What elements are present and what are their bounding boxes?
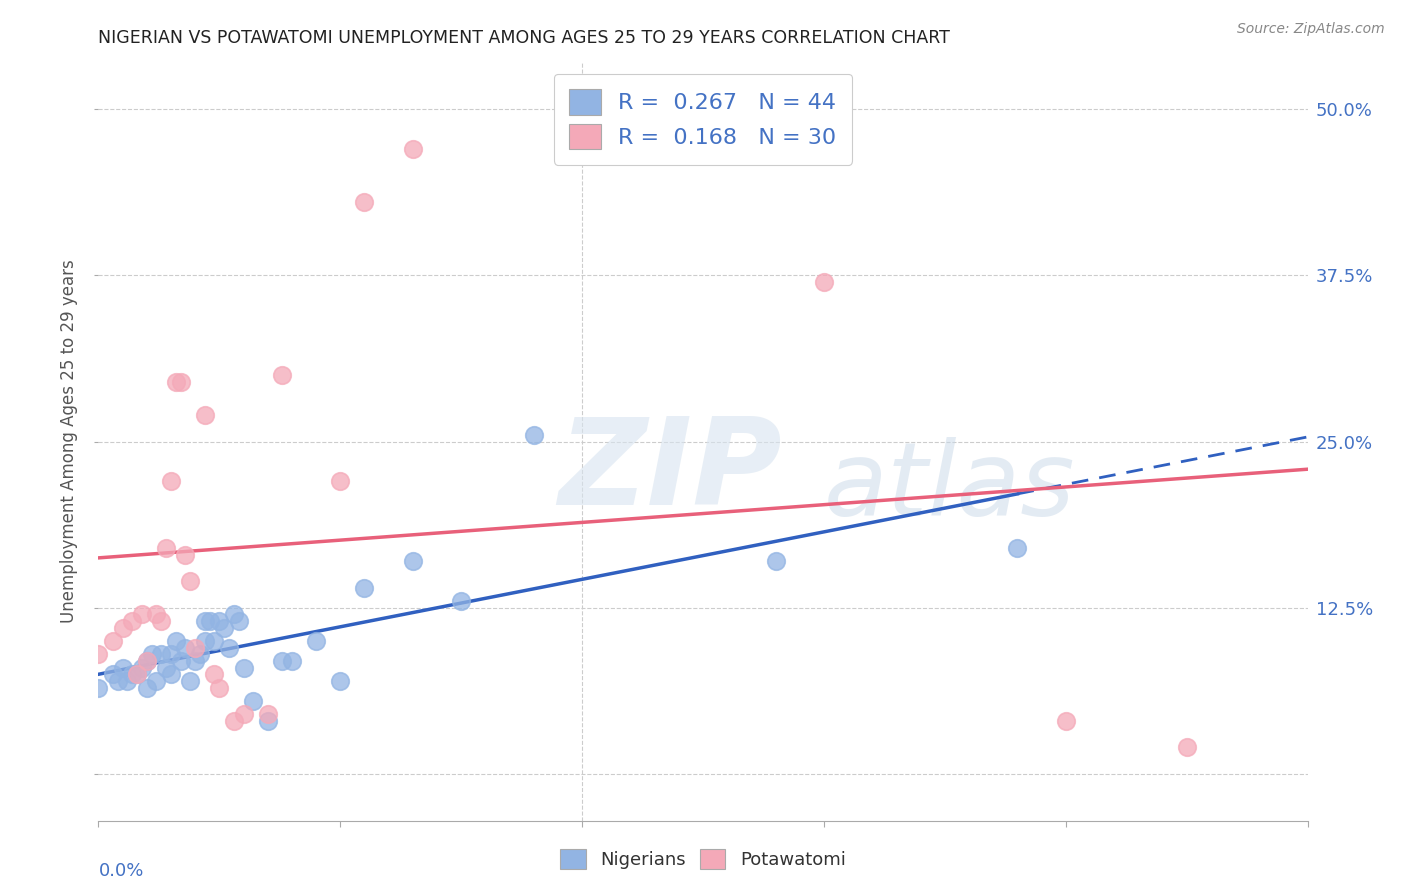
Point [127,667,149,681]
Point [145,607,167,622]
Point [813,275,835,289]
Point [174,640,197,655]
Point [256,714,278,728]
Text: Source: ZipAtlas.com: Source: ZipAtlas.com [1237,22,1385,37]
Point [188,648,211,662]
Point [271,654,294,668]
Point [117,673,139,688]
Point [212,621,235,635]
Point [523,428,546,442]
Point [179,673,201,688]
Point [121,667,143,681]
Point [184,654,207,668]
Point [194,634,217,648]
Point [169,375,191,389]
Point [160,475,183,489]
Point [194,614,217,628]
Point [194,408,217,422]
Point [145,673,167,688]
Point [198,614,221,628]
Point [242,694,264,708]
Legend: Nigerians, Potawatomi: Nigerians, Potawatomi [551,839,855,879]
Point [329,475,352,489]
Point [204,634,226,648]
Point [101,667,124,681]
Point [155,661,177,675]
Point [121,614,143,628]
Point [228,614,250,628]
Point [107,673,129,688]
Point [571,102,593,116]
Point [111,661,134,675]
Point [101,634,124,648]
Point [402,554,425,568]
Point [232,707,254,722]
Point [204,667,226,681]
Point [256,707,278,722]
Point [208,681,231,695]
Point [160,667,183,681]
Point [165,375,187,389]
Point [765,554,787,568]
Point [135,654,157,668]
Point [184,640,207,655]
Text: NIGERIAN VS POTAWATOMI UNEMPLOYMENT AMONG AGES 25 TO 29 YEARS CORRELATION CHART: NIGERIAN VS POTAWATOMI UNEMPLOYMENT AMON… [98,29,950,47]
Point [174,548,197,562]
Point [281,654,304,668]
Point [402,142,425,156]
Point [222,714,245,728]
Text: 0.0%: 0.0% [98,863,143,880]
Point [150,614,173,628]
Point [271,368,294,382]
Point [87,648,110,662]
Legend: R =  0.267   N = 44, R =  0.168   N = 30: R = 0.267 N = 44, R = 0.168 N = 30 [554,73,852,165]
Point [135,654,157,668]
Point [131,661,153,675]
Point [160,648,183,662]
Point [353,195,375,210]
Text: ZIP: ZIP [558,413,782,531]
Point [111,621,134,635]
Point [232,661,254,675]
Point [329,673,352,688]
Text: atlas: atlas [824,437,1076,537]
Point [208,614,231,628]
Point [135,681,157,695]
Point [165,634,187,648]
Point [222,607,245,622]
Point [218,640,240,655]
Point [450,594,472,608]
Point [353,581,375,595]
Point [1054,714,1077,728]
Point [150,648,173,662]
Point [1175,740,1198,755]
Point [155,541,177,555]
Point [87,681,110,695]
Point [169,654,191,668]
Y-axis label: Unemployment Among Ages 25 to 29 years: Unemployment Among Ages 25 to 29 years [60,260,79,624]
Point [179,574,201,589]
Point [1007,541,1029,555]
Point [141,648,163,662]
Point [305,634,328,648]
Point [127,667,149,681]
Point [131,607,153,622]
